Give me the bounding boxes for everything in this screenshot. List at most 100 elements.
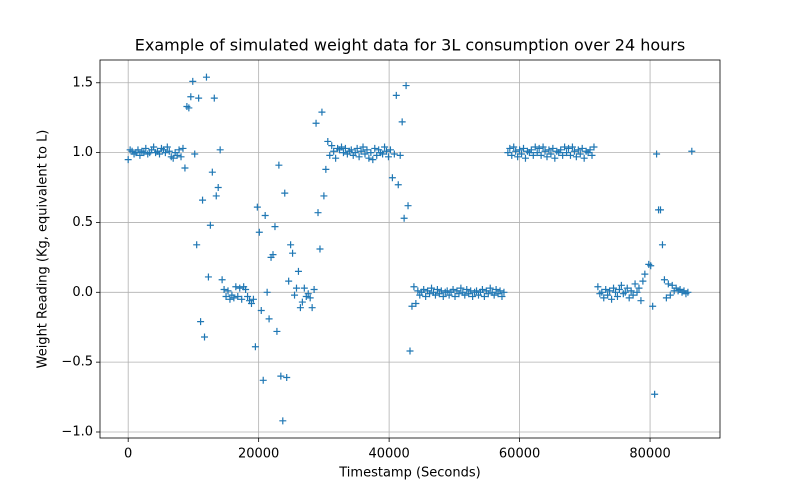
x-axis-label: Timestamp (Seconds) — [338, 466, 480, 481]
data-point — [484, 290, 492, 298]
data-point — [400, 214, 408, 222]
data-point — [433, 286, 441, 294]
data-point — [396, 151, 404, 159]
data-point — [653, 150, 661, 158]
markers — [124, 73, 696, 425]
y-tick-label: 1.0 — [72, 145, 93, 160]
data-point — [410, 283, 418, 291]
data-point — [461, 291, 469, 299]
x-tick-label: 20000 — [238, 447, 279, 462]
x-tick-label: 60000 — [499, 447, 540, 462]
data-point — [639, 277, 647, 285]
data-point — [480, 292, 488, 300]
data-point — [363, 146, 371, 154]
data-point — [566, 151, 574, 159]
data-point — [508, 151, 516, 159]
data-point — [283, 374, 291, 382]
data-point — [414, 287, 422, 295]
data-point — [316, 245, 324, 253]
data-point — [561, 143, 569, 151]
data-point — [449, 286, 457, 294]
data-point — [610, 284, 618, 292]
data-point — [181, 164, 189, 172]
data-point — [339, 149, 347, 157]
data-point — [422, 292, 430, 300]
data-point — [451, 292, 459, 300]
ticks: 0 20000 40000 60000 80000 −1.0 −0.5 0.0 0.5 1.0 1.… — [61, 75, 670, 461]
data-point — [392, 91, 400, 99]
data-point — [230, 294, 238, 302]
data-point — [412, 299, 420, 307]
data-point — [193, 241, 201, 249]
data-point — [658, 241, 666, 249]
data-point — [684, 288, 692, 296]
data-point — [351, 149, 359, 157]
data-point — [214, 184, 222, 192]
y-tick-label: 1.5 — [72, 75, 93, 90]
y-tick-label: 0.5 — [72, 215, 93, 230]
data-point — [169, 154, 177, 162]
data-point — [404, 202, 412, 210]
data-point — [510, 143, 518, 151]
data-point — [275, 161, 283, 169]
data-point — [641, 270, 649, 278]
data-point — [226, 295, 234, 303]
data-point — [212, 192, 220, 200]
data-point — [195, 94, 203, 102]
data-point — [664, 280, 672, 288]
data-point — [296, 304, 304, 312]
data-point — [259, 376, 267, 384]
data-point — [598, 288, 606, 296]
data-point — [124, 156, 132, 164]
data-point — [649, 302, 657, 310]
data-point — [384, 153, 392, 161]
data-point — [635, 284, 643, 292]
data-point — [247, 299, 255, 307]
data-point — [134, 146, 142, 154]
data-point — [204, 273, 212, 281]
data-point — [249, 295, 257, 303]
data-point — [220, 286, 228, 294]
grid — [100, 60, 720, 438]
data-point — [512, 147, 520, 155]
data-point — [570, 147, 578, 155]
data-point — [586, 146, 594, 154]
data-point — [202, 73, 210, 81]
data-point — [279, 417, 287, 425]
data-point — [660, 276, 668, 284]
data-point — [232, 283, 240, 291]
data-point — [428, 284, 436, 292]
data-point — [191, 150, 199, 158]
data-point — [390, 150, 398, 158]
data-point — [551, 154, 559, 162]
data-point — [281, 189, 289, 197]
data-point — [197, 318, 205, 326]
data-point — [514, 153, 522, 161]
data-point — [218, 276, 226, 284]
data-point — [318, 108, 326, 116]
data-point — [531, 143, 539, 151]
data-point — [580, 154, 588, 162]
data-point — [651, 390, 659, 398]
data-point — [527, 146, 535, 154]
data-point — [373, 151, 381, 159]
data-point — [155, 150, 163, 158]
data-point — [498, 292, 506, 300]
data-point — [666, 291, 674, 299]
data-point — [657, 206, 665, 214]
data-point — [294, 267, 302, 275]
y-tick-label: −1.0 — [61, 424, 93, 439]
data-point — [455, 290, 463, 298]
data-point — [500, 288, 508, 296]
data-point — [545, 146, 553, 154]
data-point — [242, 286, 250, 294]
data-point — [263, 288, 271, 296]
data-point — [647, 262, 655, 270]
data-point — [314, 209, 322, 217]
data-point — [520, 144, 528, 152]
data-point — [621, 288, 629, 296]
data-point — [332, 154, 340, 162]
data-point — [437, 287, 445, 295]
data-point — [163, 143, 171, 151]
data-point — [271, 223, 279, 231]
